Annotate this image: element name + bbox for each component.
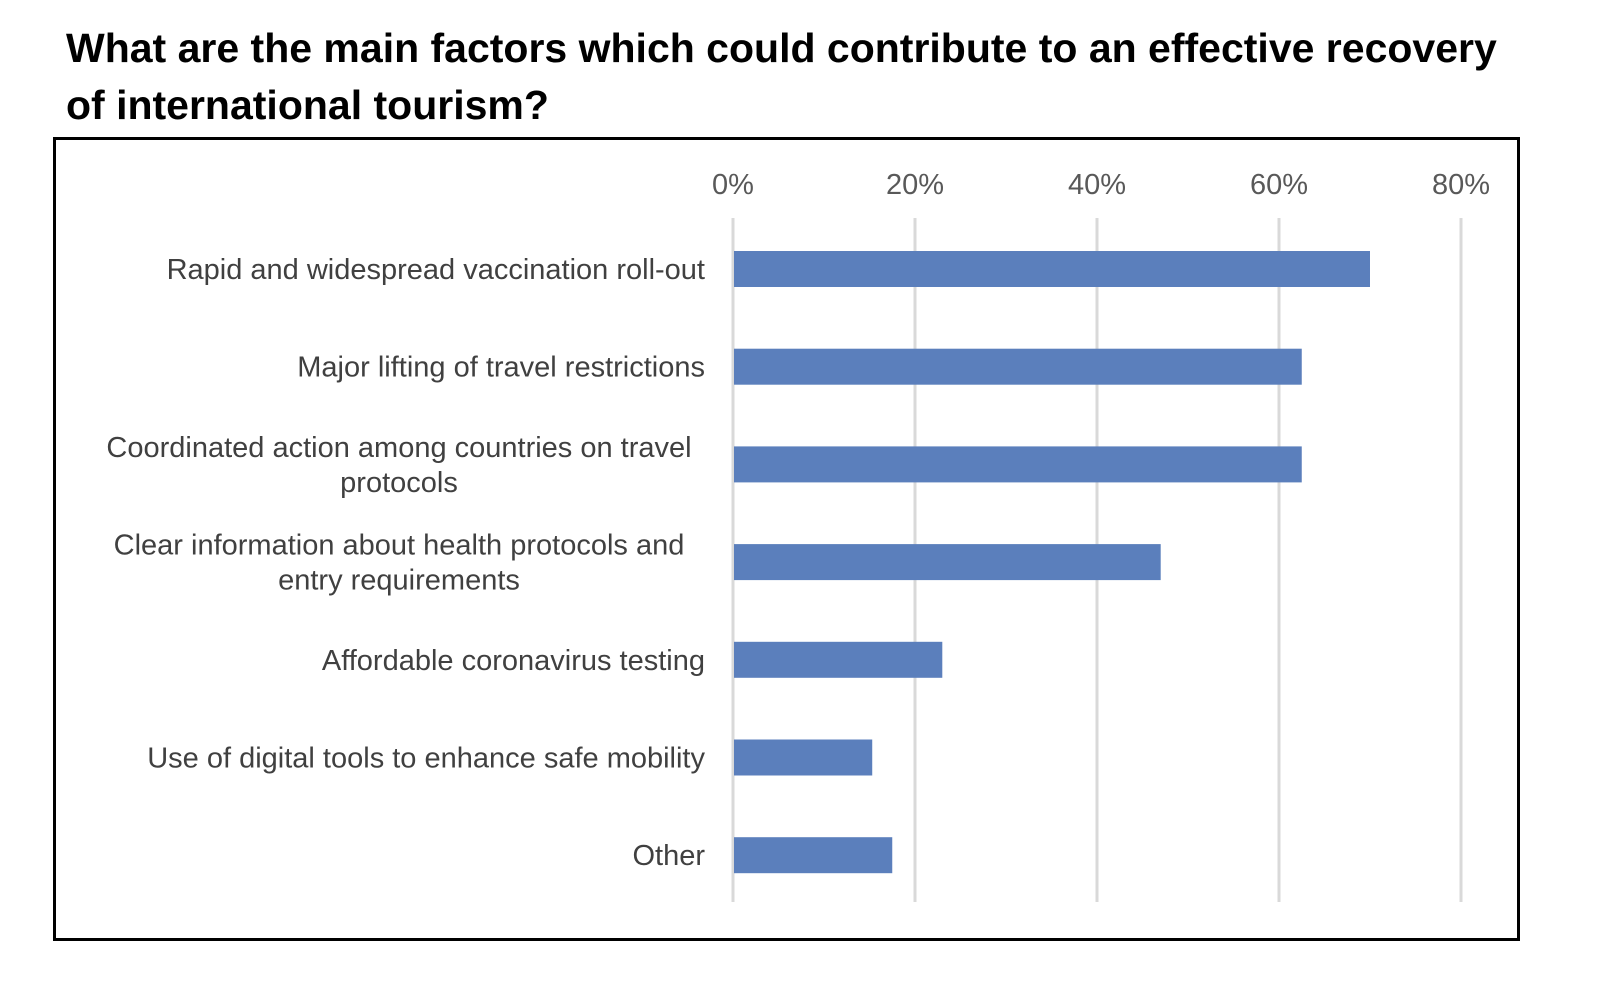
chart-frame: 0% 20% 40% 60% 80% Rapid and widespread vacc… xyxy=(53,137,1520,941)
x-tick-label: 60% xyxy=(1250,169,1308,201)
category-label: Coordinated action among countries on tr… xyxy=(106,432,691,499)
category-label-line: Coordinated action among countries on tr… xyxy=(106,432,691,464)
bar xyxy=(734,446,1302,483)
bar-chart: 0% 20% 40% 60% 80% Rapid and widespread vacc… xyxy=(106,169,1490,902)
category-labels: Rapid and widespread vaccination roll-ou… xyxy=(106,254,705,872)
category-label: Use of digital tools to enhance safe mob… xyxy=(147,743,705,775)
category-label-line: protocols xyxy=(340,467,458,499)
category-label: Clear information about health protocols… xyxy=(114,530,685,597)
category-label: Affordable coronavirus testing xyxy=(322,645,705,677)
category-label: Rapid and widespread vaccination roll-ou… xyxy=(167,254,705,286)
bar xyxy=(734,739,873,776)
x-tick-label: 0% xyxy=(712,169,754,201)
category-label-line: entry requirements xyxy=(278,565,520,597)
bar xyxy=(734,837,893,874)
bars xyxy=(734,251,1370,874)
category-label-line: Clear information about health protocols… xyxy=(114,530,685,562)
x-tick-label: 80% xyxy=(1432,169,1490,201)
x-axis-ticks: 0% 20% 40% 60% 80% xyxy=(712,169,1490,201)
bar xyxy=(734,348,1302,385)
x-tick-label: 20% xyxy=(886,169,944,201)
bar xyxy=(734,544,1161,581)
category-label: Other xyxy=(632,840,705,872)
bar xyxy=(734,251,1370,287)
x-tick-label: 40% xyxy=(1068,169,1126,201)
page-title: What are the main factors which could co… xyxy=(66,25,1497,128)
category-label: Major lifting of travel restrictions xyxy=(297,352,705,384)
bar xyxy=(734,641,943,678)
